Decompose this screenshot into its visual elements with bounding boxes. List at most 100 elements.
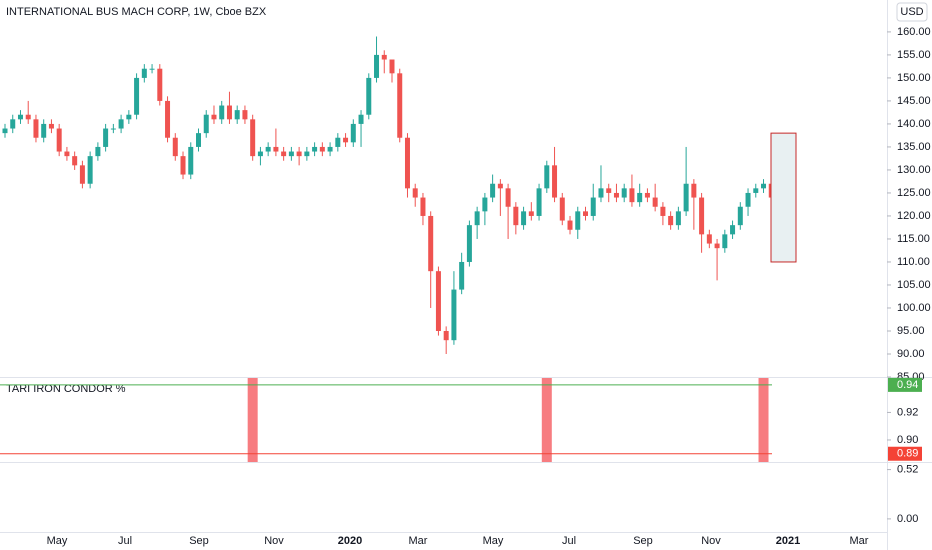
candle-body [490,183,496,198]
x-tick-label: Mar [409,535,428,547]
y-tick-label: 0.52 [897,463,918,475]
candle-body [95,146,101,157]
x-tick-label: 2021 [776,535,800,547]
x-tick-label: Nov [264,535,284,547]
y-tick-label: 120.00 [897,210,931,222]
candle-body [613,192,619,198]
candle-body [761,183,767,189]
lower-badge [888,446,922,461]
condor-range-box [770,132,797,263]
candle-body [497,183,503,189]
candle-body [536,188,542,216]
candle-body [552,165,558,198]
candle-body [404,137,410,189]
candle-body [466,225,472,262]
candle-body [521,211,527,226]
candle-body [505,188,511,207]
candle-body [374,54,380,78]
candle-body [412,188,418,198]
candle-body [753,188,759,193]
x-tick-label: Jul [562,535,576,547]
y-tick-label: 135.00 [897,141,931,153]
candle-body [219,105,225,120]
candle-body [459,261,465,290]
x-tick-label: May [483,535,504,547]
candle-body [451,289,457,341]
candle-body [312,146,318,152]
candle-body [343,137,349,143]
currency-label[interactable]: USD [900,6,923,18]
candle-body [335,137,341,147]
candle-body [281,151,287,157]
candle-body [141,68,147,78]
signal-bar [541,378,552,462]
candle-body [242,110,248,120]
candle-body [420,197,426,216]
candle-body [2,128,8,134]
candle-body [134,77,140,115]
y-tick-label: 115.00 [897,233,930,245]
candle-body [41,123,47,138]
candle-body [304,151,310,157]
candle-body [714,243,720,249]
y-tick-label: 155.00 [897,49,931,61]
y-tick-label: 0.92 [897,406,918,418]
indicator-name: TARI IRON CONDOR % [6,383,126,395]
candle-body [118,119,124,129]
x-tick-label: Nov [701,535,721,547]
candle-body [250,119,256,157]
candle-body [598,188,604,198]
candle-body [730,225,736,235]
y-tick-label: 100.00 [897,302,931,314]
candle-body [435,271,441,331]
candle-body [33,119,39,138]
candle-body [381,54,387,60]
candle-body [397,73,403,138]
candle-body [319,146,325,152]
y-tick-label: 110.00 [897,256,930,268]
candle-body [211,114,217,120]
candle-body [257,151,263,157]
candle-body [668,215,674,226]
candle-body [17,114,23,120]
candle-body [203,114,209,134]
x-tick-label: May [47,535,68,547]
x-tick-label: Sep [189,535,209,547]
candle-body [428,215,434,272]
candle-body [575,211,581,230]
candle-body [559,197,565,221]
upper-badge [888,377,922,392]
candle-body [513,206,519,226]
x-tick-label: Mar [850,535,869,547]
candle-body [10,119,16,129]
candle-body [644,192,650,198]
candle-body [443,330,449,341]
candle-body [528,211,534,216]
candle-body [165,100,171,138]
y-tick-label: 0.00 [897,513,918,525]
y-tick-label: 0.90 [897,434,918,446]
candle-body [157,68,163,101]
y-tick-label: 105.00 [897,279,931,291]
currency-button[interactable] [896,2,928,22]
candle-body [56,128,62,152]
y-tick-label: 140.00 [897,118,931,130]
candle-body [583,211,588,216]
candle-body [149,68,155,70]
candle-body [196,133,201,147]
y-tick-label: 150.00 [897,72,931,84]
candle-body [722,234,728,249]
y-tick-label: 145.00 [897,95,931,107]
candle-body [296,151,302,157]
candle-body [675,211,681,226]
candle-body [691,183,697,198]
candle-body [358,114,364,124]
candle-body [79,165,85,184]
candle-body [683,183,689,212]
candle-body [226,105,232,120]
candle-body [172,137,178,157]
candle-body [621,188,627,198]
candle-body [474,211,480,226]
candle-body [126,114,132,120]
